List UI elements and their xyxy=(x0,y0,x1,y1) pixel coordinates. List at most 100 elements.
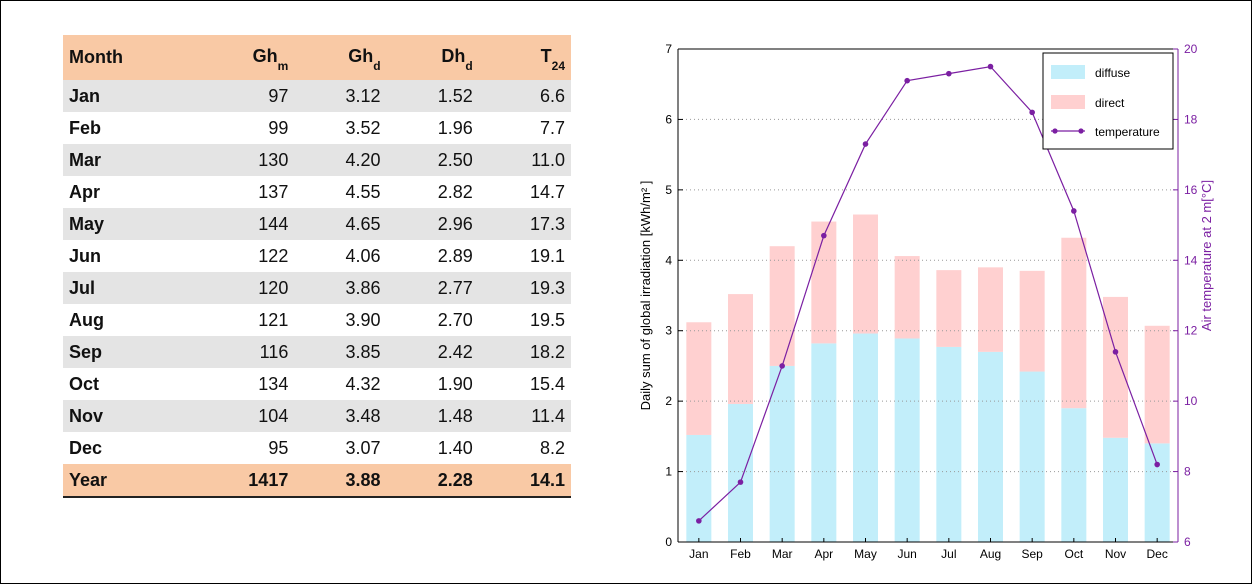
table-row: Aug 121 3.90 2.70 19.5 xyxy=(63,304,571,336)
header-ghm-subscript: m xyxy=(277,59,289,74)
cell-month: Jun xyxy=(69,245,102,266)
table-row: May 144 4.65 2.96 17.3 xyxy=(63,208,571,240)
bar-direct-jun xyxy=(894,256,920,339)
cell-ghd: 4.06 xyxy=(345,245,381,266)
left-tick-label-0: 0 xyxy=(665,535,672,549)
cell-month: Jul xyxy=(69,277,96,298)
bar-direct-feb xyxy=(728,294,753,404)
left-tick-label-3: 3 xyxy=(665,324,672,338)
temperature-point-mar xyxy=(779,363,785,369)
total-dhd: 2.28 xyxy=(437,469,473,490)
cell-ghm: 130 xyxy=(258,149,289,170)
climate-table: Month Ghm Ghd Dhd T24 Jan 97 3.12 1.52 6… xyxy=(63,35,571,498)
right-tick-label-14: 14 xyxy=(1184,253,1198,267)
right-tick-label-8: 8 xyxy=(1184,465,1191,479)
bar-diffuse-aug xyxy=(978,351,1003,542)
cell-ghm: 97 xyxy=(268,85,289,106)
total-ghm: 1417 xyxy=(248,469,289,490)
header-ghm-label: Gh xyxy=(252,45,278,66)
bar-direct-jan xyxy=(686,322,712,435)
cell-ghd: 3.90 xyxy=(345,309,381,330)
right-tick-label-16: 16 xyxy=(1184,183,1198,197)
left-tick-label-5: 5 xyxy=(665,183,672,197)
left-tick-label-6: 6 xyxy=(665,112,672,126)
bar-diffuse-jun xyxy=(894,338,920,542)
bar-diffuse-feb xyxy=(728,403,753,542)
temperature-point-feb xyxy=(737,479,744,485)
cell-month: Jan xyxy=(69,85,101,106)
cell-ghd: 3.48 xyxy=(345,405,381,426)
left-tick-label-4: 4 xyxy=(665,253,672,267)
cell-ghm: 144 xyxy=(258,213,289,234)
table-header-row: Month Ghm Ghd Dhd T24 xyxy=(63,35,571,80)
x-tick-label-jan: Jan xyxy=(689,547,708,561)
total-t24: 14.1 xyxy=(529,469,565,490)
cell-month: Aug xyxy=(69,309,104,330)
temperature-point-jul xyxy=(946,70,952,77)
cell-dhd: 1.90 xyxy=(437,373,473,394)
bar-direct-sep xyxy=(1019,270,1045,372)
temperature-point-sep xyxy=(1029,109,1035,116)
header-month: Month xyxy=(63,35,192,80)
x-tick-label-jul: Jul xyxy=(941,547,956,561)
cell-dhd: 1.52 xyxy=(437,85,473,106)
cell-ghm: 116 xyxy=(259,341,289,362)
cell-ghd: 4.32 xyxy=(345,373,381,394)
header-t24-subscript: 24 xyxy=(551,59,565,74)
cell-t24: 11.4 xyxy=(531,405,565,426)
bar-diffuse-nov xyxy=(1103,437,1128,542)
cell-dhd: 1.96 xyxy=(437,117,473,138)
cell-ghm: 121 xyxy=(258,309,289,330)
cell-t24: 19.1 xyxy=(529,245,565,266)
bar-direct-nov xyxy=(1103,296,1128,438)
table-row: Jan 97 3.12 1.52 6.6 xyxy=(63,80,571,112)
header-ghd-subscript: d xyxy=(373,59,381,74)
temperature-point-may xyxy=(862,141,869,147)
temperature-point-nov xyxy=(1112,349,1119,355)
legend-swatch-direct xyxy=(1051,95,1085,109)
bar-diffuse-apr xyxy=(811,343,837,542)
table-row: Oct 134 4.32 1.90 15.4 xyxy=(63,368,571,400)
cell-ghd: 3.85 xyxy=(345,341,381,362)
left-tick-label-2: 2 xyxy=(665,394,672,408)
y-axis-label: Daily sum of global irradiation [kWh/m² … xyxy=(638,181,653,411)
cell-t24: 14.7 xyxy=(529,181,565,202)
cell-month: Nov xyxy=(69,405,104,426)
cell-ghm: 120 xyxy=(258,277,289,298)
cell-t24: 7.7 xyxy=(539,117,565,138)
cell-dhd: 2.82 xyxy=(437,181,473,202)
cell-dhd: 1.40 xyxy=(437,437,473,458)
temperature-point-apr xyxy=(821,232,827,239)
cell-month: Dec xyxy=(69,437,103,458)
temperature-point-aug xyxy=(987,63,994,70)
bar-direct-mar xyxy=(769,246,795,366)
bar-diffuse-may xyxy=(853,333,878,542)
table-row: Apr 137 4.55 2.82 14.7 xyxy=(63,176,571,208)
x-tick-label-feb: Feb xyxy=(730,547,751,561)
x-tick-label-aug: Aug xyxy=(980,547,1001,561)
cell-month: May xyxy=(69,213,105,234)
table-row: Jun 122 4.06 2.89 19.1 xyxy=(63,240,571,272)
cell-t24: 17.3 xyxy=(529,213,565,234)
cell-ghd: 4.20 xyxy=(345,149,381,170)
legend-swatch-diffuse xyxy=(1051,65,1085,79)
bar-direct-aug xyxy=(978,267,1003,352)
table-total-row: Year 1417 3.88 2.28 14.1 xyxy=(63,464,571,497)
header-dhd-subscript: d xyxy=(465,59,473,74)
left-tick-label-7: 7 xyxy=(665,42,672,56)
x-tick-label-dec: Dec xyxy=(1146,547,1167,561)
cell-month: Feb xyxy=(69,117,102,138)
total-label: Year xyxy=(69,469,108,490)
right-tick-label-12: 12 xyxy=(1184,324,1198,338)
cell-dhd: 2.96 xyxy=(437,213,473,234)
cell-t24: 6.6 xyxy=(539,85,565,106)
header-dhd-label: Dh xyxy=(441,45,466,66)
header-dhd: Dhd xyxy=(387,35,479,80)
header-ghd-label: Gh xyxy=(348,45,374,66)
bar-direct-oct xyxy=(1061,237,1087,409)
cell-ghm: 99 xyxy=(268,117,289,138)
cell-t24: 19.3 xyxy=(529,277,565,298)
legend-label-temperature: temperature xyxy=(1095,125,1160,139)
cell-ghm: 122 xyxy=(258,245,289,266)
